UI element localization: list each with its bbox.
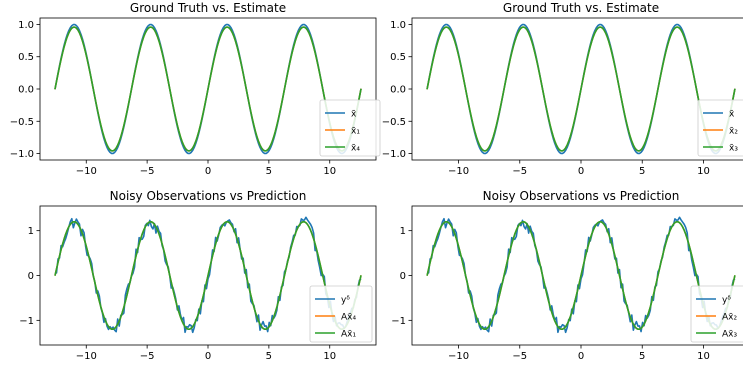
legend-label: Ax̄₄ <box>341 313 356 323</box>
x-tick-label: −10 <box>448 351 469 362</box>
y-tick-label: 0.5 <box>390 52 406 63</box>
series-group <box>426 23 736 155</box>
chart-title: Noisy Observations vs Prediction <box>110 189 307 203</box>
y-tick-label: −1 <box>19 316 34 327</box>
chart-panel-3: Noisy Observations vs Prediction−10 −5 0 5 1… <box>19 189 377 362</box>
y-tick-label: −1 <box>391 316 406 327</box>
x-tick-label: 5 <box>266 351 272 362</box>
legend: yᵟ Ax̄₄ Ax̄₁ <box>309 285 373 343</box>
legend-label: Ax̄₂ <box>722 313 737 323</box>
x-tick-label: 10 <box>697 351 710 362</box>
x-tick-label: −5 <box>512 351 527 362</box>
x-tick-label: 5 <box>639 351 645 362</box>
series-line-3 <box>54 26 362 152</box>
x-tick-label: 0 <box>205 166 211 177</box>
series-line-3 <box>426 220 736 331</box>
legend-box <box>690 285 743 343</box>
chart-title: Ground Truth vs. Estimate <box>130 1 286 15</box>
y-tick-label: 0.5 <box>18 52 34 63</box>
series-group <box>54 216 362 334</box>
legend: yᵟ Ax̄₂ Ax̄₃ <box>690 285 743 343</box>
y-tick-label: −1.0 <box>382 149 406 160</box>
series-line-3 <box>426 26 736 152</box>
x-tick-label: −5 <box>140 351 155 362</box>
y-tick-label: −1.0 <box>10 149 34 160</box>
legend-label: Ax̄₁ <box>341 330 356 340</box>
y-tick-label: −0.5 <box>382 117 406 128</box>
y-tick-label: 0 <box>28 271 34 282</box>
y-tick-label: 0 <box>400 271 406 282</box>
legend-label: Ax̄₃ <box>722 330 737 340</box>
legend-box <box>319 99 381 157</box>
x-tick-label: 5 <box>639 166 645 177</box>
y-tick-label: −0.5 <box>10 117 34 128</box>
legend-label: x̄ <box>351 110 357 120</box>
x-tick-label: −10 <box>448 166 469 177</box>
legend-label: x̄₁ <box>351 127 360 137</box>
legend-box <box>697 99 743 157</box>
y-tick-label: 1.0 <box>390 20 406 31</box>
y-tick-label: 0.0 <box>18 85 34 96</box>
y-tick-label: 1 <box>28 226 34 237</box>
axes-frame <box>411 17 743 161</box>
legend: x̄ x̄₁ x̄₄ <box>319 99 381 157</box>
legend-label: x̄₃ <box>729 144 738 154</box>
series-group <box>54 23 362 155</box>
y-tick-label: 1 <box>400 226 406 237</box>
y-tick-label: 1.0 <box>18 20 34 31</box>
chart-panel-2: Ground Truth vs. Estimate −10 −5 0 5 10 1.0 0.5… <box>382 1 743 177</box>
legend-label: yᵟ <box>341 296 350 306</box>
x-tick-label: 10 <box>323 166 336 177</box>
x-tick-label: −10 <box>76 166 97 177</box>
y-tick-label: 0.0 <box>390 85 406 96</box>
x-tick-label: −5 <box>512 166 527 177</box>
series-group <box>426 216 736 334</box>
legend-label: x̄ <box>729 110 735 120</box>
x-tick-label: 10 <box>697 166 710 177</box>
legend: x̄ x̄₂ x̄₃ <box>697 99 743 157</box>
chart-panel-4: Noisy Observations vs Prediction−10 −5 0 5 1… <box>391 189 743 362</box>
legend-box <box>309 285 373 343</box>
x-tick-label: 0 <box>205 351 211 362</box>
x-tick-label: −10 <box>76 351 97 362</box>
x-tick-label: 0 <box>578 351 584 362</box>
legend-label: yᵟ <box>722 296 731 306</box>
chart-title: Noisy Observations vs Prediction <box>483 189 680 203</box>
x-tick-label: 10 <box>323 351 336 362</box>
legend-label: x̄₂ <box>729 127 738 137</box>
x-tick-label: −5 <box>140 166 155 177</box>
chart-panel-1: Ground Truth vs. Estimate −10 −5 0 5 10 1.0 0.5… <box>10 1 381 177</box>
series-line-3 <box>54 220 362 331</box>
x-tick-label: 0 <box>578 166 584 177</box>
x-tick-label: 5 <box>266 166 272 177</box>
legend-label: x̄₄ <box>351 144 360 154</box>
chart-title: Ground Truth vs. Estimate <box>503 1 659 15</box>
